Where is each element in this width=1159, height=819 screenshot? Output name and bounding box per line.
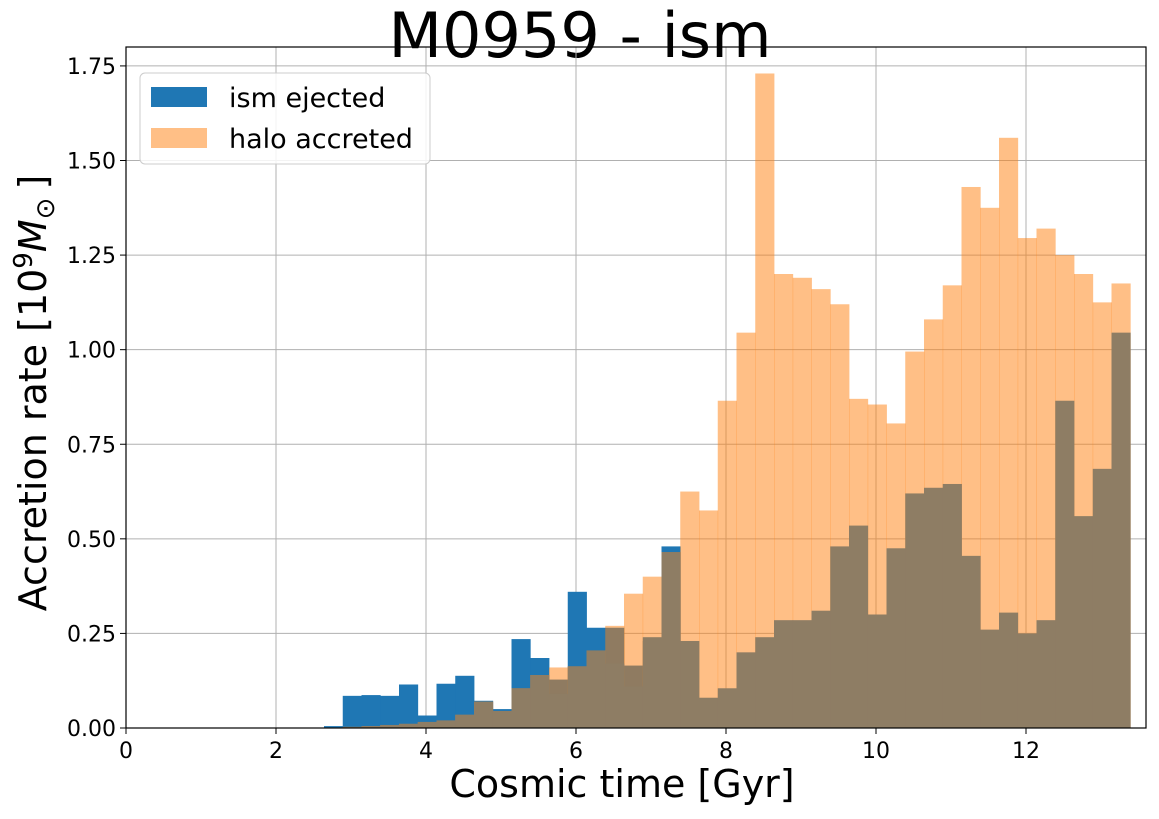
y-axis-label-exponent: 9	[9, 252, 39, 269]
bar-series-1	[999, 137, 1019, 729]
bar-series-2	[999, 612, 1019, 728]
bar-series-2	[680, 640, 700, 728]
y-tick-label: 0.00	[67, 717, 116, 742]
bar-series-2	[511, 688, 531, 728]
bar-series-2	[474, 701, 494, 728]
bar-series-2	[436, 720, 456, 728]
bar-series-2	[792, 620, 812, 728]
bar-series-2	[942, 483, 962, 728]
bar-series-2	[699, 697, 719, 728]
bar-series-1	[717, 400, 737, 728]
bar-series-0	[361, 695, 381, 728]
bar-series-2	[774, 620, 794, 728]
bar-series-2	[661, 552, 681, 728]
bar-series-2	[1055, 400, 1075, 728]
x-axis-ticks: 0 2 4 6 8 10 12	[119, 728, 1040, 764]
bar-series-2	[755, 637, 775, 728]
bar-series-2	[642, 637, 662, 728]
legend: ism ejected halo accreted	[139, 72, 431, 165]
y-tick-label: 0.75	[67, 433, 116, 458]
y-axis-label-close: ]	[11, 175, 55, 190]
bar-series-2	[455, 714, 475, 728]
bar-series-2	[417, 721, 437, 728]
x-tick-label: 8	[719, 739, 733, 764]
y-tick-label: 0.25	[67, 622, 116, 647]
y-axis-label: Accretion rate [109M⊙]	[9, 175, 61, 612]
bar-series-0	[436, 683, 456, 728]
x-tick-label: 6	[569, 739, 583, 764]
bar-series-2	[605, 663, 625, 728]
bar-series-0	[324, 726, 344, 728]
y-tick-label: 1.50	[67, 150, 116, 175]
bar-series-2	[586, 650, 606, 728]
x-tick-label: 10	[862, 739, 890, 764]
bar-series-1	[699, 510, 719, 728]
bar-series-0	[342, 695, 362, 728]
bar-series-2	[380, 724, 400, 728]
bar-series-2	[549, 693, 569, 728]
legend-swatch-halo-accreted	[151, 128, 207, 148]
y-tick-label: 1.25	[67, 244, 116, 269]
bar-series-2	[886, 548, 906, 728]
bar-series-2	[830, 546, 850, 728]
x-tick-label: 2	[269, 739, 283, 764]
chart-title: M0959 - ism	[389, 0, 772, 72]
bar-series-2	[399, 723, 419, 728]
bar-series-1	[792, 277, 812, 728]
legend-label-ism-ejected: ism ejected	[229, 83, 385, 114]
histogram-bars	[324, 73, 1131, 729]
legend-label-halo-accreted: halo accreted	[229, 124, 413, 155]
x-tick-label: 4	[419, 739, 433, 764]
bar-series-2	[961, 555, 981, 728]
bar-series-2	[736, 652, 756, 728]
bar-series-2	[1036, 620, 1056, 728]
bar-series-2	[849, 525, 869, 728]
bar-series-2	[867, 614, 887, 728]
y-tick-label: 1.00	[67, 339, 116, 364]
x-tick-label: 0	[119, 739, 133, 764]
y-axis-label-subscript: ⊙	[31, 198, 61, 220]
bar-series-1	[1017, 238, 1037, 728]
y-tick-label: 1.75	[67, 55, 116, 80]
y-tick-label: 0.50	[67, 528, 116, 553]
bar-series-2	[530, 675, 550, 728]
y-axis-label-text: Accretion rate [10	[11, 269, 55, 612]
bar-series-2	[1092, 468, 1112, 728]
y-axis-ticks: 0.00 0.25 0.50 0.75 1.00 1.25 1.50 1.75	[67, 55, 126, 742]
legend-frame	[139, 72, 431, 165]
bar-series-2	[924, 487, 944, 728]
bar-series-0	[399, 684, 419, 728]
y-axis-label-unit: M	[11, 219, 55, 252]
bar-series-2	[567, 666, 587, 728]
x-axis-label: Cosmic time [Gyr]	[449, 762, 794, 806]
bar-series-2	[1017, 633, 1037, 728]
bar-series-2	[492, 710, 512, 728]
plot-frame	[125, 46, 1147, 729]
bar-series-1	[755, 73, 775, 728]
bar-series-2	[1074, 516, 1094, 728]
bar-series-2	[717, 688, 737, 728]
bar-series-1	[1036, 228, 1056, 728]
bar-series-2	[1111, 332, 1131, 728]
x-tick-label: 12	[1012, 739, 1040, 764]
bar-series-2	[624, 686, 644, 728]
bar-series-2	[361, 726, 381, 728]
bar-series-1	[736, 332, 756, 728]
bar-series-1	[774, 274, 794, 728]
bar-series-1	[980, 207, 1000, 728]
bar-series-0	[380, 695, 400, 728]
bar-series-2	[980, 629, 1000, 728]
legend-swatch-ism-ejected	[151, 87, 207, 107]
bar-series-2	[811, 610, 831, 728]
bar-series-2	[905, 493, 925, 728]
